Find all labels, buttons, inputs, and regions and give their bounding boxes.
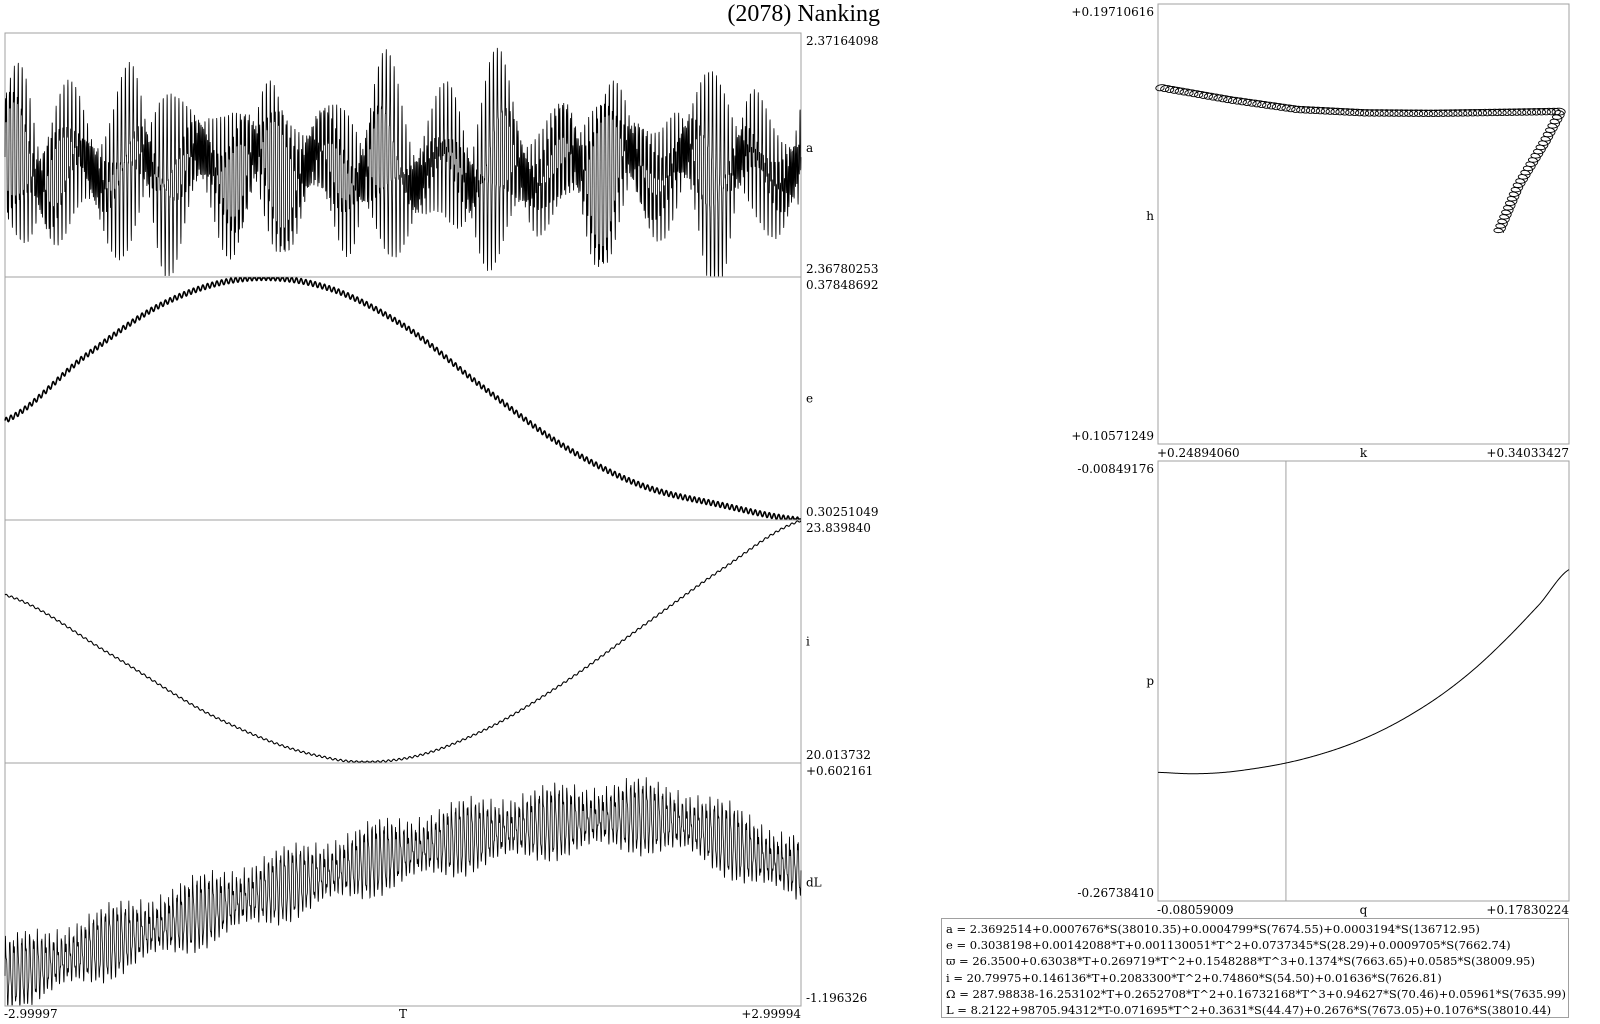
dL-series-line (4, 777, 802, 1006)
h-ymax-label: +0.19710616 (1071, 5, 1154, 19)
dL-ymax-label: +0.602161 (806, 764, 873, 778)
k-axis-label: k (1360, 446, 1368, 460)
e-series-line (4, 277, 801, 520)
pq-trajectory-line (1157, 569, 1570, 775)
e-axis-label: e (806, 392, 813, 406)
hk-plot-frame (1157, 3, 1570, 445)
i-ymax-label: 23.839840 (806, 521, 871, 535)
T-axis-label: T (399, 1007, 407, 1021)
formula-e: e = 0.3038198+0.00142088*T+0.001130051*T… (946, 938, 1511, 953)
i-plot-frame (4, 519, 802, 764)
formula-omega: Ω = 287.98838-16.253102*T+0.2652708*T^2+… (946, 986, 1566, 1001)
dL-axis-label: dL (806, 876, 822, 890)
a-ymin-label: 2.36780253 (806, 262, 879, 276)
h-ymin-label: +0.10571249 (1071, 429, 1154, 443)
formula-a: a = 2.3692514+0.0007676*S(38010.35)+0.00… (946, 922, 1480, 936)
p-ymax-label: -0.00849176 (1077, 462, 1154, 476)
T-xmax-label: +2.99994 (741, 1007, 801, 1021)
hk-trajectory-line (1155, 84, 1566, 234)
q-xmax-label: +0.17830224 (1486, 903, 1569, 917)
k-xmin-label: +0.24894060 (1157, 446, 1240, 460)
dL-ymin-label: -1.196326 (806, 991, 867, 1005)
formula-box: a = 2.3692514+0.0007676*S(38010.35)+0.00… (941, 918, 1569, 1018)
e-ymax-label: 0.37848692 (806, 278, 879, 292)
a-ymax-label: 2.37164098 (806, 34, 879, 48)
i-axis-label: i (806, 635, 810, 649)
h-axis-label: h (1146, 209, 1154, 223)
a-series-line (4, 47, 802, 277)
e-plot-frame (4, 276, 802, 521)
T-xmin-label: -2.99997 (4, 1007, 58, 1021)
pq-plot-frame (1157, 460, 1570, 902)
i-ymin-label: 20.013732 (806, 748, 871, 762)
a-axis-label: a (806, 141, 813, 155)
formula-L: L = 8.2122+98705.94312*T-0.071695*T^2+0.… (946, 1003, 1552, 1018)
e-ymin-label: 0.30251049 (806, 505, 879, 519)
p-axis-label: p (1146, 674, 1154, 688)
k-xmax-label: +0.34033427 (1486, 446, 1569, 460)
i-series-line (4, 520, 802, 763)
chart-title: (2078) Nanking (727, 1, 880, 27)
formula-i: i = 20.79975+0.146136*T+0.2083300*T^2+0.… (946, 970, 1442, 985)
q-axis-label: q (1360, 903, 1368, 917)
q-xmin-label: -0.08059009 (1157, 903, 1234, 917)
p-ymin-label: -0.26738410 (1077, 886, 1154, 900)
formula-varpi: ϖ = 26.3500+0.63038*T+0.269719*T^2+0.154… (946, 954, 1535, 969)
dL-plot-frame (4, 762, 802, 1007)
